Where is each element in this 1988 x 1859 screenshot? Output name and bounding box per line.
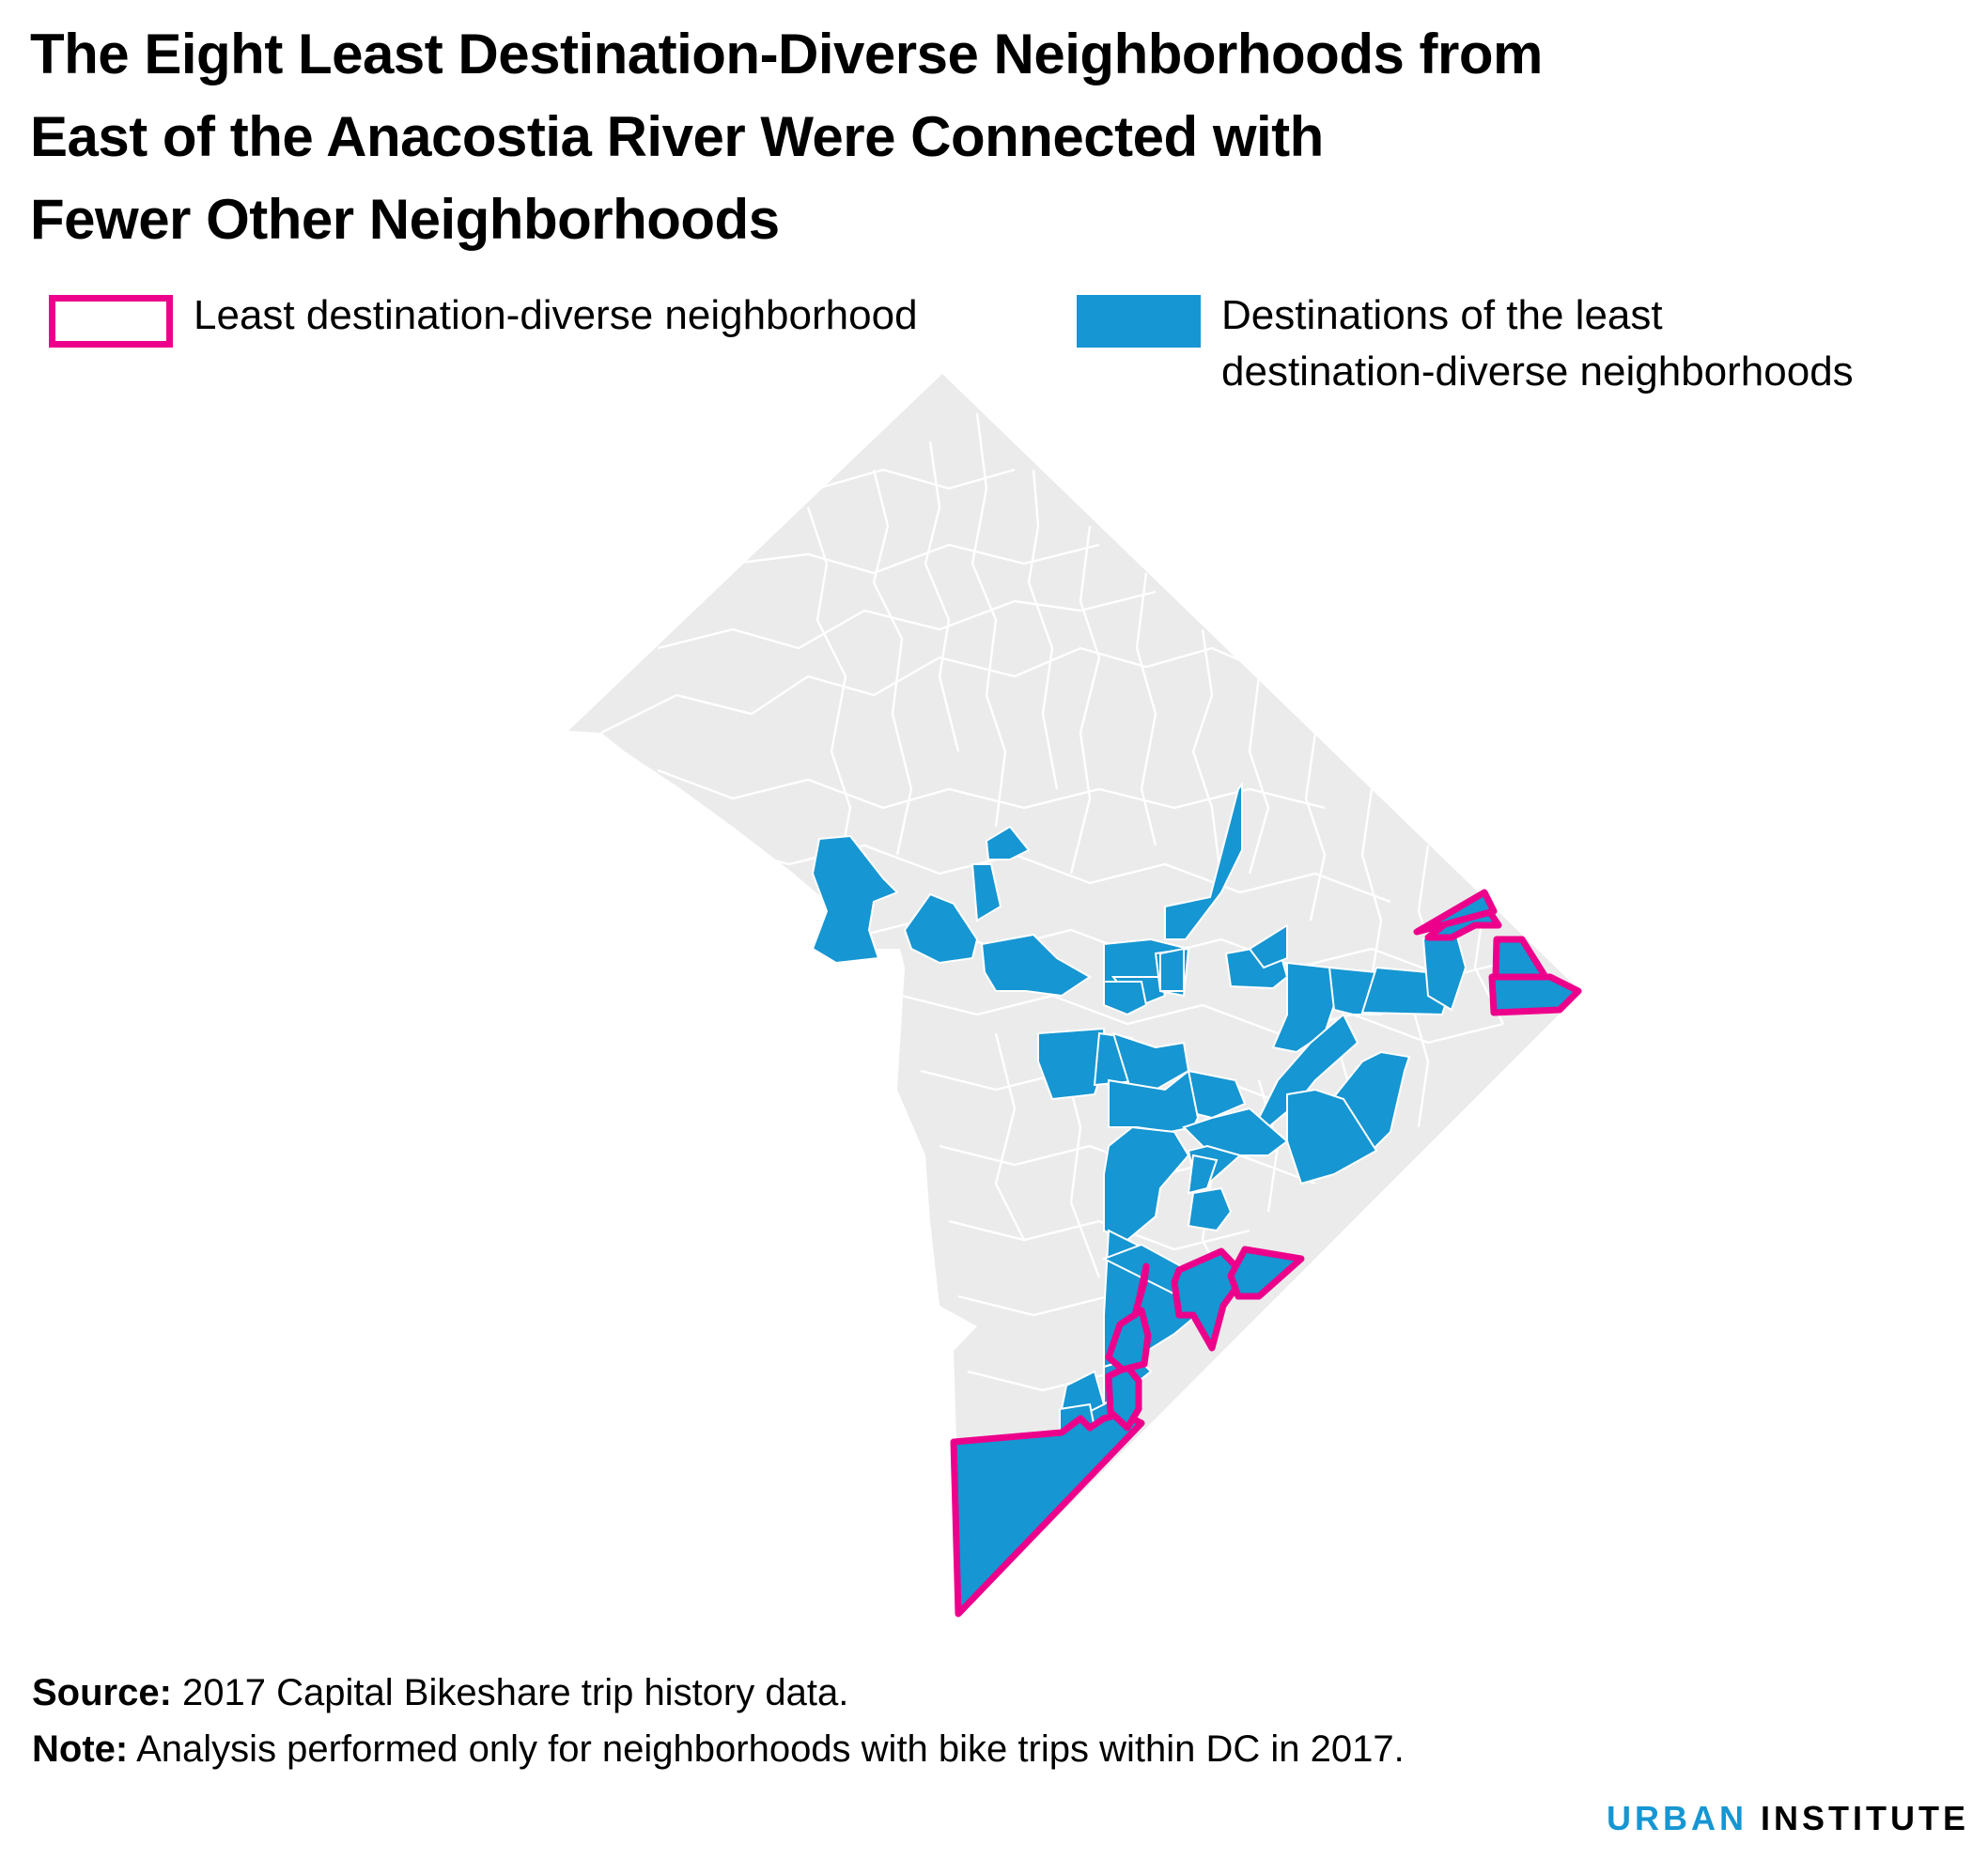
least-diverse-area	[1227, 1246, 1305, 1300]
destination-area	[985, 825, 1031, 860]
destination-area	[811, 834, 899, 965]
destination-area	[1187, 1154, 1219, 1195]
title-line: The Eight Least Destination-Diverse Neig…	[30, 23, 1543, 85]
chart-title: The Eight Least Destination-Diverse Neig…	[30, 13, 1947, 261]
least-diverse-area	[1488, 973, 1582, 1016]
source-label: Source:	[32, 1672, 172, 1713]
destination-area	[1257, 1013, 1359, 1129]
least-diverse-area	[1131, 1263, 1150, 1319]
legend-swatch-outline	[49, 295, 173, 348]
legend-label-destinations: Destinations of the least destination-di…	[1221, 287, 1854, 400]
destination-area	[1159, 947, 1185, 992]
source-text: 2017 Capital Bikeshare trip history data…	[171, 1672, 849, 1713]
logo-institute: INSTITUTE	[1747, 1799, 1969, 1837]
destination-area	[1103, 1125, 1190, 1242]
legend-swatch-fill	[1077, 295, 1201, 348]
analysis-note: Note: Analysis performed only for neighb…	[32, 1721, 1405, 1777]
title-line: Fewer Other Neighborhoods	[30, 188, 780, 251]
district-boundary	[568, 374, 1581, 1616]
legend-label-line: Least destination-diverse neighborhood	[194, 292, 918, 338]
chart-footnotes: Source: 2017 Capital Bikeshare trip hist…	[32, 1665, 1405, 1777]
destination-area	[1286, 1088, 1378, 1185]
destination-area	[1164, 782, 1243, 940]
legend-item-least-diverse: Least destination-diverse neighborhood	[49, 287, 918, 348]
least-diverse-area	[950, 1410, 1145, 1618]
destination-area	[1037, 1027, 1105, 1101]
destination-area	[980, 933, 1092, 998]
urban-institute-logo: URBAN INSTITUTE	[1607, 1799, 1969, 1838]
least-diverse-area	[1171, 1247, 1249, 1352]
destination-area	[1103, 981, 1148, 1016]
destination-area	[1187, 1186, 1233, 1232]
least-diverse-area	[1105, 1307, 1152, 1373]
source-note: Source: 2017 Capital Bikeshare trip hist…	[32, 1665, 1405, 1721]
note-label: Note:	[32, 1728, 129, 1770]
legend-label-line: Destinations of the least	[1221, 292, 1663, 338]
legend-item-destinations: Destinations of the least destination-di…	[1077, 287, 1854, 400]
least-diverse-area	[1105, 1363, 1142, 1432]
destination-area	[903, 892, 979, 965]
title-line: East of the Anacostia River Were Connect…	[30, 105, 1324, 168]
least-diverse-area	[1413, 889, 1498, 936]
legend-label-line: destination-diverse neighborhoods	[1221, 349, 1854, 395]
logo-urban: URBAN	[1607, 1799, 1747, 1837]
note-text: Analysis performed only for neighborhood…	[128, 1728, 1405, 1770]
destination-area	[971, 863, 1002, 922]
destination-area	[1248, 923, 1288, 969]
least-diverse-neighborhoods	[950, 889, 1582, 1618]
legend-label-least-diverse: Least destination-diverse neighborhood	[194, 287, 918, 344]
